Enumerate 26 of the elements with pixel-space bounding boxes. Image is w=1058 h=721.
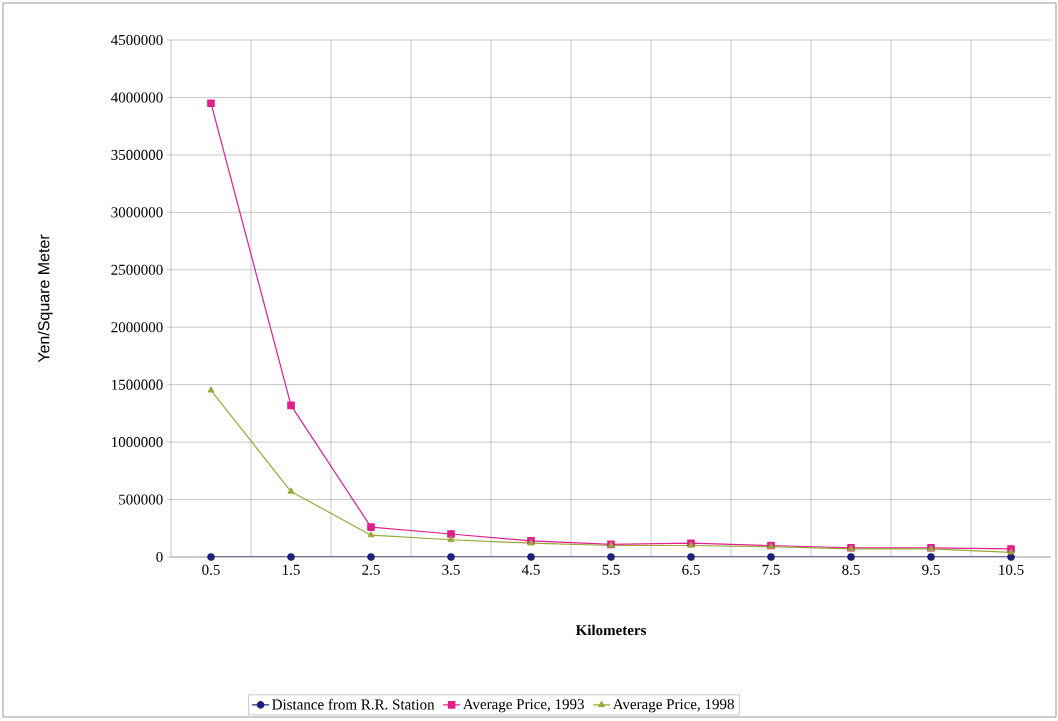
y-tick-label: 3500000 <box>111 149 163 160</box>
x-tick-label: 3.5 <box>442 564 460 575</box>
x-tick-label: 10.5 <box>999 564 1024 575</box>
x-tick-label: 0.5 <box>202 564 220 575</box>
legend-label: Distance from R.R. Station <box>272 698 435 710</box>
x-tick-label: 1.5 <box>282 564 300 575</box>
y-tick-label: 3000000 <box>111 207 163 218</box>
x-tick-label: 8.5 <box>842 564 860 575</box>
x-axis-title: Kilometers <box>575 624 647 636</box>
legend-label: Average Price, 1998 <box>612 699 734 713</box>
y-tick-label: 2500000 <box>111 264 163 275</box>
y-axis-title: Yen/Square Meter <box>37 234 53 363</box>
y-tick-label: 4000000 <box>111 92 163 103</box>
y-tick-label: 500000 <box>119 494 163 505</box>
x-tick-label: 2.5 <box>362 564 380 575</box>
y-tick-label: 2000000 <box>111 322 163 333</box>
x-tick-label: 5.5 <box>602 564 620 575</box>
y-tick-label: 4500000 <box>111 34 163 46</box>
x-tick-label: 4.5 <box>521 564 540 575</box>
y-tick-label: 1000000 <box>112 437 163 448</box>
x-tick-label: 7.5 <box>762 564 780 575</box>
y-tick-label: 1500000 <box>112 379 163 390</box>
x-tick-label: 6.5 <box>682 564 700 575</box>
x-tick-label: 9.5 <box>922 564 940 575</box>
legend-label: Average Price, 1993 <box>462 699 584 713</box>
y-tick-label: 0 <box>156 551 163 563</box>
